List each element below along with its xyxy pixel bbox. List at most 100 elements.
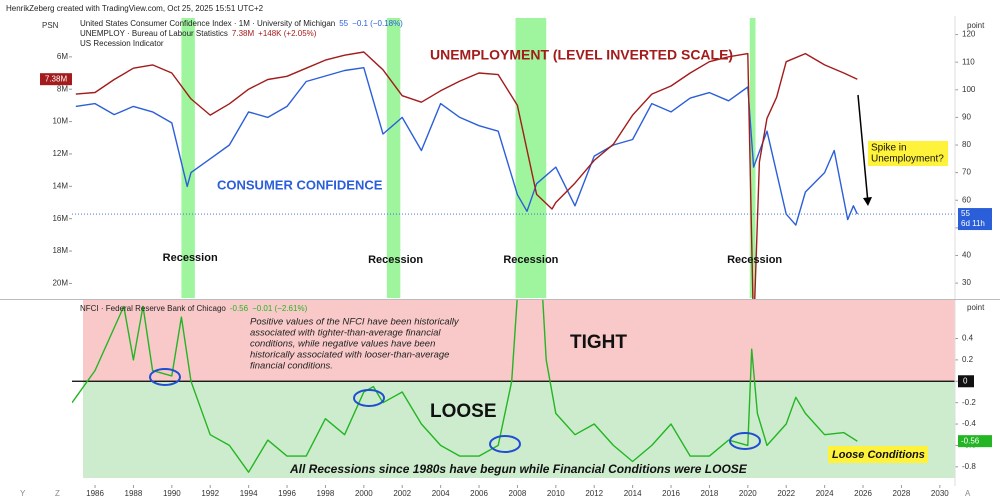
- tight-label: TIGHT: [570, 332, 627, 353]
- legend-name: United States Consumer Confidence Index …: [80, 19, 335, 28]
- recession-label: Recession: [727, 254, 782, 266]
- header: HenrikZeberg created with TradingView.co…: [6, 4, 264, 13]
- x-tick-label: 2024: [816, 489, 834, 498]
- series-line: [72, 300, 858, 473]
- x-tick-label: 1988: [125, 489, 143, 498]
- bottom-icons: Y Z A: [20, 489, 971, 498]
- recession-label: Recession: [503, 254, 558, 266]
- x-tick-label: 2018: [701, 489, 719, 498]
- y-tick-label: 0.4: [962, 334, 974, 343]
- plot-area: [72, 300, 955, 478]
- x-tick-label: 1998: [317, 489, 335, 498]
- legend-change: +148K (+2.05%): [258, 29, 317, 38]
- legend-change: −0.1 (−0.18%): [352, 19, 403, 28]
- legend-name: NFCI · Federal Reserve Bank of Chicago: [80, 304, 226, 313]
- right-axis-title: point: [967, 303, 985, 312]
- y-tick-label: 100: [962, 85, 976, 94]
- x-tick-label: 2030: [931, 489, 949, 498]
- y2-tick-label: 14M: [52, 181, 68, 190]
- x-tick-label: 2000: [355, 489, 373, 498]
- y-tick-label: 60: [962, 195, 971, 204]
- y2-tick-label: 6M: [57, 52, 68, 61]
- svg-text:Y: Y: [20, 489, 26, 498]
- value-tag: [958, 435, 992, 448]
- legend-indicator: US Recession Indicator: [80, 39, 164, 48]
- right-axis-title: point: [967, 21, 985, 30]
- x-tick-label: 2028: [893, 489, 911, 498]
- loose-zone: [83, 381, 955, 478]
- x-tick-label: 2026: [854, 489, 872, 498]
- y-tick-label: 30: [962, 278, 971, 287]
- y-tick-label: 70: [962, 168, 971, 177]
- zero-tag-label: 0: [963, 376, 968, 385]
- value-tag-countdown: 6d 11h: [961, 219, 985, 228]
- x-tick-label: 2012: [585, 489, 603, 498]
- value-tag: [40, 73, 72, 86]
- note-line: historically associated with looser-than…: [250, 350, 449, 361]
- value-tag-label: 7.38M: [45, 74, 68, 83]
- recession-band: [181, 18, 195, 298]
- y-tick-label: -0.2: [962, 398, 976, 407]
- y2-tick-label: 8M: [57, 84, 68, 93]
- value-tag-label: -0.56: [961, 436, 980, 445]
- left-axis-title: PSN: [42, 21, 59, 30]
- x-tick-label: 2016: [662, 489, 680, 498]
- x-tick-label: 2008: [509, 489, 527, 498]
- y2-tick-label: 10M: [52, 117, 68, 126]
- note-line: financial conditions.: [250, 361, 333, 372]
- loose-conditions-box: [828, 446, 928, 463]
- annotation: UNEMPLOYMENT (LEVEL INVERTED SCALE): [430, 47, 733, 63]
- y-tick-label: 110: [962, 57, 975, 66]
- x-tick-label: 1994: [240, 489, 258, 498]
- y2-tick-label: 18M: [52, 246, 68, 255]
- y-tick-label: 40: [962, 251, 971, 260]
- legend-name: UNEMPLOY · Bureau of Labour Statistics: [80, 29, 228, 38]
- svg-text:Z: Z: [55, 489, 60, 498]
- x-tick-label: 1992: [201, 489, 219, 498]
- series-line: [75, 67, 858, 226]
- arrow-head: [863, 197, 872, 206]
- note-line: conditions, while negative values have b…: [250, 339, 435, 350]
- spike-note: Spike in: [871, 143, 907, 154]
- value-tag-label: 55: [961, 209, 970, 218]
- x-tick-label: 2010: [547, 489, 565, 498]
- loose-label: LOOSE: [430, 401, 497, 422]
- x-tick-label: 2006: [470, 489, 488, 498]
- arrow: [857, 94, 869, 204]
- tight-zone: [83, 300, 955, 382]
- x-tick-label: 1990: [163, 489, 181, 498]
- x-tick-label: 1986: [86, 489, 104, 498]
- y-tick-label: -0.4: [962, 419, 976, 428]
- recession-label: Recession: [163, 252, 218, 264]
- recession-label: Recession: [368, 254, 423, 266]
- x-tick-label: 2022: [777, 489, 795, 498]
- y-tick-label: 120: [962, 30, 976, 39]
- spike-note-box: [868, 141, 948, 166]
- note-line: Positive values of the NFCI have been hi…: [250, 317, 460, 328]
- spike-note: Unemployment?: [871, 154, 944, 165]
- highlight-ellipses: [149, 368, 761, 453]
- x-tick-label: 2020: [739, 489, 757, 498]
- y-tick-label: 90: [962, 113, 971, 122]
- y2-tick-label: 16M: [52, 214, 68, 223]
- series-line: [75, 51, 858, 299]
- value-tag: [958, 208, 992, 231]
- x-tick-label: 2004: [432, 489, 450, 498]
- y-tick-label: 80: [962, 140, 971, 149]
- legend-value: -0.56: [230, 304, 249, 313]
- footer-note: All Recessions since 1980s have begun wh…: [289, 462, 748, 476]
- legend-value: 7.38M: [232, 29, 255, 38]
- y-tick-label: 0.2: [962, 355, 974, 364]
- zero-tag: [958, 375, 974, 388]
- y-tick-label: -0.8: [962, 462, 976, 471]
- legend-change: −0.01 (−2.61%): [252, 304, 307, 313]
- note-line: associated with tighter-than-average fin…: [250, 328, 441, 339]
- y2-tick-label: 12M: [52, 149, 68, 158]
- y2-tick-label: 20M: [52, 279, 68, 288]
- svg-text:A: A: [965, 489, 971, 498]
- recession-band: [515, 18, 547, 298]
- x-tick-label: 2014: [624, 489, 642, 498]
- legend-value: 55: [339, 19, 348, 28]
- x-tick-label: 2002: [393, 489, 411, 498]
